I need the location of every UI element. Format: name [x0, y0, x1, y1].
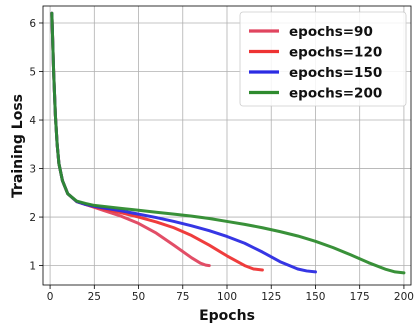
y-tick-label: 4	[29, 115, 36, 127]
y-tick-label: 1	[29, 260, 36, 272]
y-tick-label: 3	[29, 163, 36, 175]
y-tick-label: 6	[29, 18, 36, 30]
legend-label-4: epochs=200	[289, 86, 382, 102]
series-line-4	[50, 11, 406, 275]
x-tick-label: 25	[88, 291, 101, 303]
x-axis-label: Epochs	[199, 308, 255, 324]
y-axis-label: Training Loss	[10, 94, 26, 198]
x-tick-label: 125	[261, 291, 281, 303]
x-tick-label: 175	[350, 291, 370, 303]
x-tick-label: 75	[176, 291, 189, 303]
legend-label-1: epochs=90	[289, 24, 373, 40]
x-tick-label: 0	[47, 291, 54, 303]
legend: epochs=90 epochs=120 epochs=150 epochs=200	[239, 11, 407, 107]
series-lines	[50, 11, 406, 275]
legend-label-2: epochs=120	[289, 45, 382, 61]
y-tick-label: 2	[29, 212, 36, 224]
x-tick-label: 50	[132, 291, 145, 303]
y-tick-label: 5	[29, 66, 36, 78]
axis-ticks: 0 25 50 75 100 125 150 175 200 1 2 3 4 5 6	[29, 18, 414, 303]
legend-label-3: epochs=150	[289, 65, 382, 81]
legend-box	[239, 11, 407, 107]
x-tick-label: 100	[217, 291, 237, 303]
x-tick-label: 200	[394, 291, 414, 303]
x-tick-label: 150	[305, 291, 325, 303]
